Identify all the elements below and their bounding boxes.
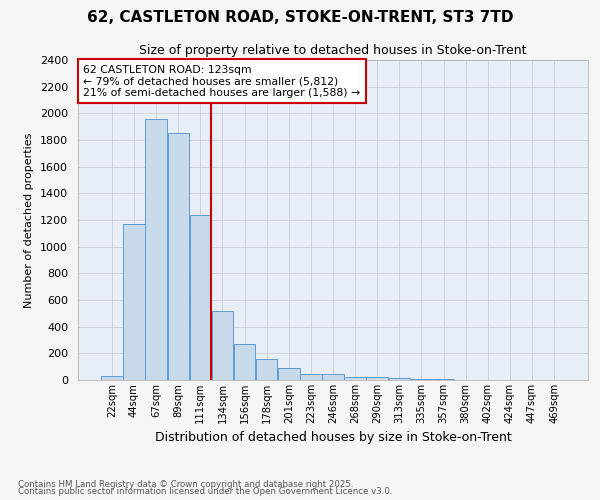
Bar bbox=[389, 378, 410, 380]
Bar bbox=[123, 224, 145, 380]
Bar bbox=[212, 312, 233, 380]
Bar bbox=[101, 376, 122, 380]
Bar bbox=[278, 368, 299, 380]
Text: 62, CASTLETON ROAD, STOKE-ON-TRENT, ST3 7TD: 62, CASTLETON ROAD, STOKE-ON-TRENT, ST3 … bbox=[87, 10, 513, 25]
Bar bbox=[300, 374, 322, 380]
Bar bbox=[145, 118, 167, 380]
Y-axis label: Number of detached properties: Number of detached properties bbox=[25, 132, 34, 308]
X-axis label: Distribution of detached houses by size in Stoke-on-Trent: Distribution of detached houses by size … bbox=[155, 432, 511, 444]
Bar bbox=[167, 132, 189, 380]
Title: Size of property relative to detached houses in Stoke-on-Trent: Size of property relative to detached ho… bbox=[139, 44, 527, 58]
Bar bbox=[322, 374, 344, 380]
Bar bbox=[256, 360, 277, 380]
Bar bbox=[234, 344, 255, 380]
Bar bbox=[411, 379, 432, 380]
Text: Contains public sector information licensed under the Open Government Licence v3: Contains public sector information licen… bbox=[18, 488, 392, 496]
Text: 62 CASTLETON ROAD: 123sqm
← 79% of detached houses are smaller (5,812)
21% of se: 62 CASTLETON ROAD: 123sqm ← 79% of detac… bbox=[83, 65, 360, 98]
Text: Contains HM Land Registry data © Crown copyright and database right 2025.: Contains HM Land Registry data © Crown c… bbox=[18, 480, 353, 489]
Bar bbox=[190, 214, 211, 380]
Bar bbox=[344, 376, 366, 380]
Bar bbox=[367, 378, 388, 380]
